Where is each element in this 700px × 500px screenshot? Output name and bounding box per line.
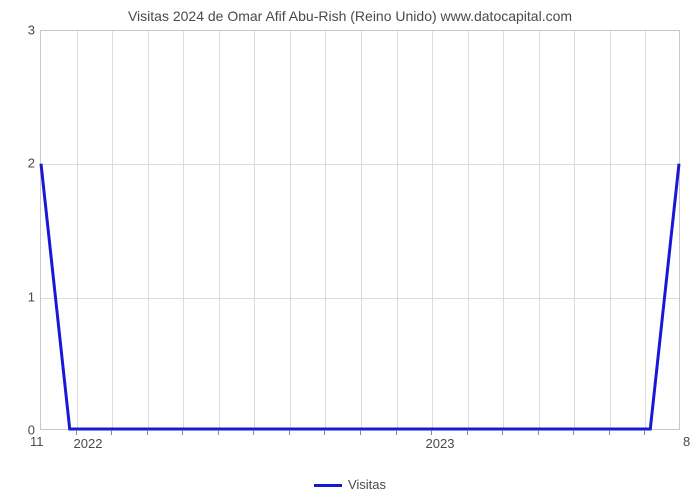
x-minor-tick	[289, 430, 290, 435]
x-tick-label: 2022	[74, 436, 103, 451]
x-minor-tick	[253, 430, 254, 435]
x-minor-tick	[573, 430, 574, 435]
x-minor-tick	[182, 430, 183, 435]
x-minor-tick	[147, 430, 148, 435]
y-tick-label: 3	[5, 23, 35, 38]
x-minor-tick	[644, 430, 645, 435]
series-line	[41, 164, 679, 429]
x-minor-tick	[502, 430, 503, 435]
legend-swatch	[314, 484, 342, 487]
line-chart: Visitas 2024 de Omar Afif Abu-Rish (Rein…	[0, 0, 700, 500]
x-tick-label: 2023	[426, 436, 455, 451]
x-minor-tick	[324, 430, 325, 435]
x-corner-right: 8	[683, 434, 690, 449]
x-minor-tick	[538, 430, 539, 435]
x-corner-left: 11	[30, 434, 44, 449]
x-minor-tick	[76, 430, 77, 435]
legend: Visitas	[0, 477, 700, 492]
x-minor-tick	[360, 430, 361, 435]
plot-area	[40, 30, 680, 430]
x-minor-tick	[218, 430, 219, 435]
legend-label: Visitas	[348, 477, 386, 492]
y-tick-label: 2	[5, 156, 35, 171]
data-line-svg	[41, 31, 679, 429]
x-minor-tick	[396, 430, 397, 435]
y-tick-label: 1	[5, 289, 35, 304]
x-minor-tick	[609, 430, 610, 435]
x-minor-tick	[431, 430, 432, 435]
x-minor-tick	[467, 430, 468, 435]
x-minor-tick	[111, 430, 112, 435]
chart-title: Visitas 2024 de Omar Afif Abu-Rish (Rein…	[0, 8, 700, 24]
